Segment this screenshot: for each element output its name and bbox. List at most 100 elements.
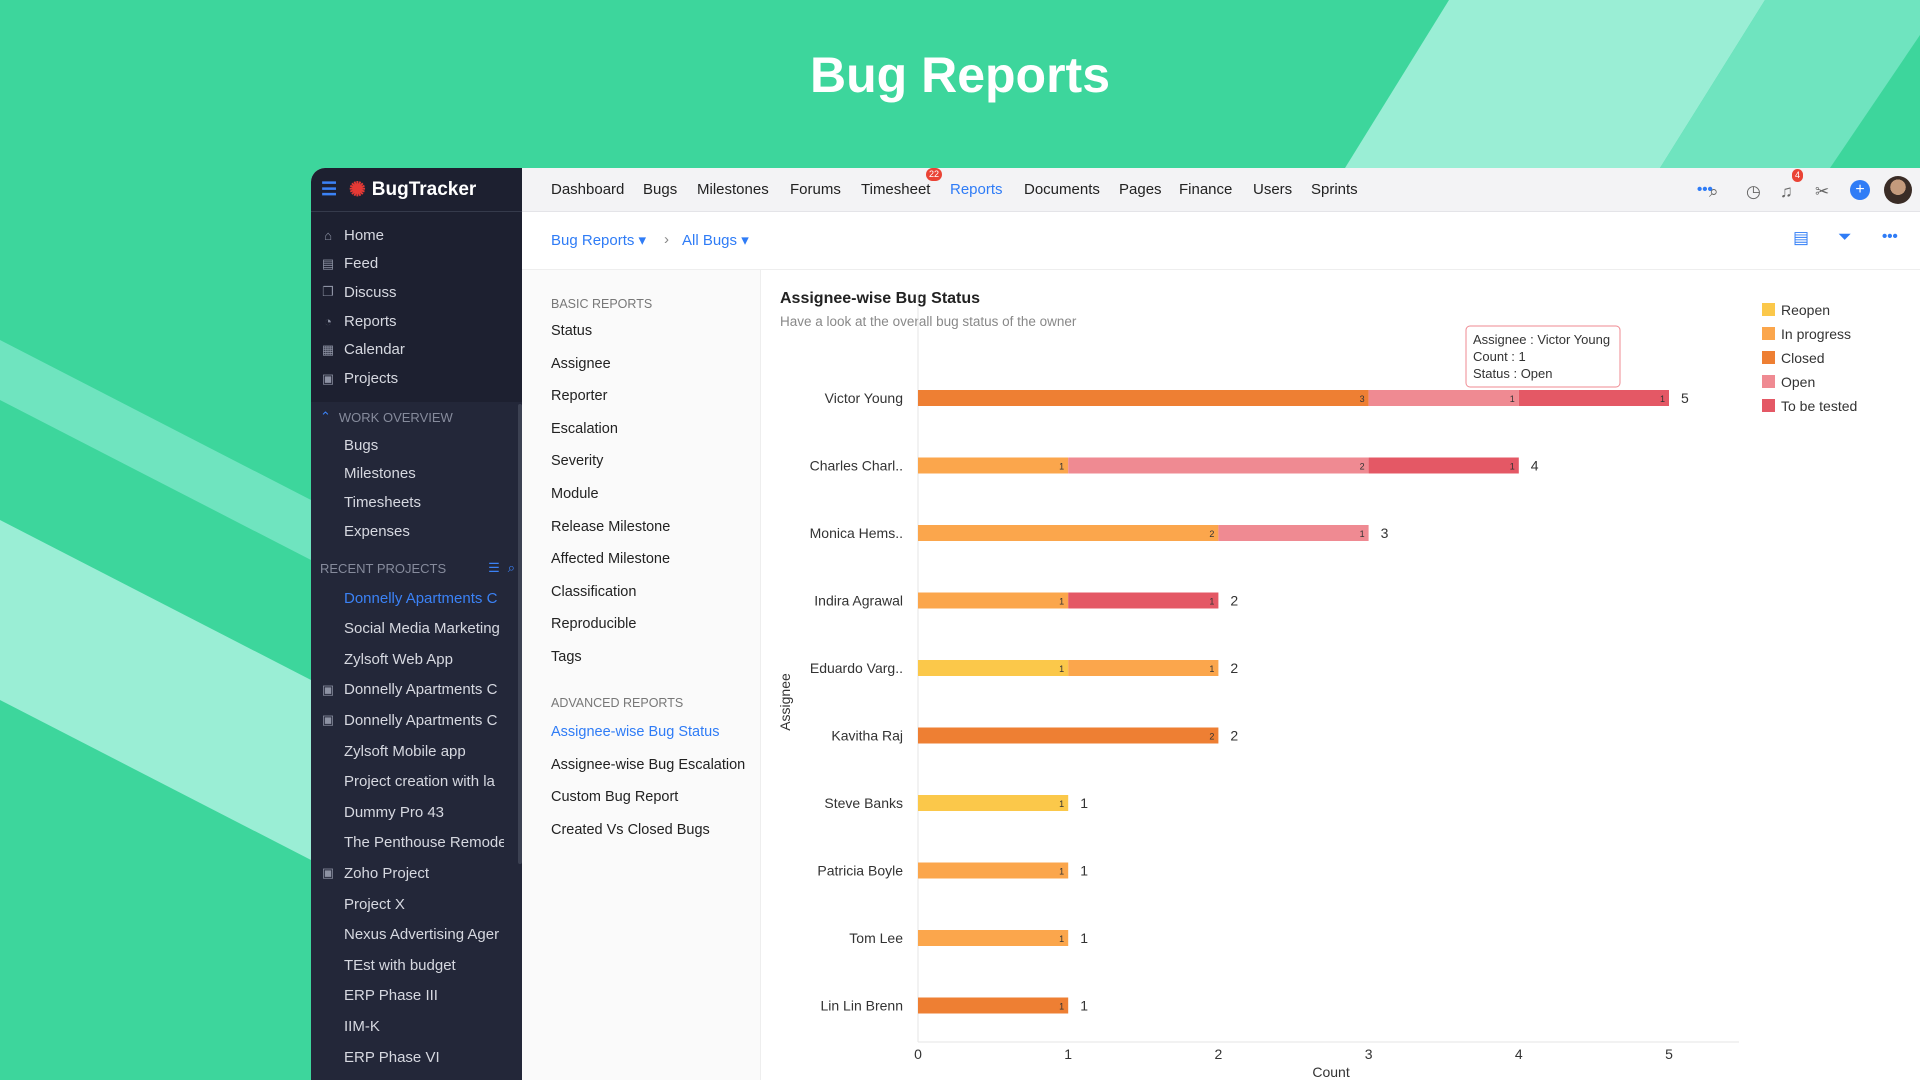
legend-item[interactable]: Open bbox=[1781, 374, 1815, 390]
sidebar-item-feed[interactable]: ▤ Feed bbox=[311, 250, 522, 278]
report-link[interactable]: Module bbox=[551, 486, 599, 502]
more-nav-button[interactable]: ••• bbox=[1697, 181, 1713, 198]
bar-segment-to-be-tested[interactable] bbox=[1518, 390, 1669, 406]
bar-segment-to-be-tested[interactable] bbox=[1068, 592, 1219, 609]
recent-project-item[interactable]: IIM-K bbox=[311, 1012, 522, 1040]
bar-segment-in-progress[interactable] bbox=[918, 457, 1069, 474]
report-link[interactable]: Escalation bbox=[551, 420, 618, 437]
legend-item[interactable]: Reopen bbox=[1781, 302, 1830, 318]
report-link[interactable]: Severity bbox=[551, 453, 604, 470]
search-icon[interactable]: ⌕ bbox=[1709, 182, 1719, 201]
project-label: IIM-K bbox=[344, 1017, 380, 1035]
recent-project-item[interactable]: Dummy Pro 43 bbox=[311, 798, 522, 826]
bar-segment-open[interactable] bbox=[1068, 457, 1369, 474]
report-link[interactable]: Reporter bbox=[551, 388, 608, 405]
sidebar-item-discuss[interactable]: ❐ Discuss bbox=[311, 278, 522, 306]
item-label: Bugs bbox=[344, 436, 379, 454]
report-link[interactable]: Assignee-wise Bug Status bbox=[551, 724, 720, 740]
report-link[interactable]: Release Milestone bbox=[551, 518, 671, 535]
report-link[interactable]: Assignee-wise Bug Escalation bbox=[551, 756, 746, 773]
bug-logo-icon: ✺ bbox=[349, 179, 366, 201]
work-overview-item[interactable]: Expenses bbox=[311, 517, 522, 545]
sidebar-scrollbar[interactable] bbox=[518, 404, 522, 864]
bar-segment-in-progress[interactable] bbox=[1068, 660, 1219, 676]
breadcrumb-bug-reports[interactable]: Bug Reports ▾ bbox=[551, 232, 647, 249]
sidebar-item-reports[interactable]: ◔ Reports bbox=[311, 307, 522, 335]
bar-segment-reopen[interactable] bbox=[918, 660, 1069, 676]
recent-project-item[interactable]: ERP Phase III bbox=[311, 982, 522, 1010]
recent-project-item[interactable]: ▣ Donnelly Apartments C bbox=[311, 706, 522, 734]
tab-milestones[interactable]: Milestones bbox=[697, 181, 769, 198]
bar-segment-closed[interactable] bbox=[918, 997, 1069, 1014]
tab-forums[interactable]: Forums bbox=[790, 181, 841, 198]
tab-timesheet[interactable]: Timesheet bbox=[861, 181, 931, 198]
bar-segment-in-progress[interactable] bbox=[918, 525, 1219, 541]
report-link[interactable]: Tags bbox=[551, 649, 582, 665]
recent-project-item[interactable]: Donnelly Apartments C bbox=[311, 584, 522, 612]
settings-sliders-icon[interactable]: ☰ bbox=[488, 560, 500, 575]
recent-project-item[interactable]: ▣ Zoho Project bbox=[311, 859, 522, 887]
chart-type-icon[interactable]: ▤ bbox=[1793, 228, 1810, 247]
avatar[interactable] bbox=[1884, 176, 1912, 204]
tab-sprints[interactable]: Sprints bbox=[1311, 181, 1358, 198]
sidebar-item-calendar[interactable]: ▦ Calendar bbox=[311, 336, 522, 364]
report-link[interactable]: Custom Bug Report bbox=[551, 789, 679, 806]
segment-label: 1 bbox=[1059, 1002, 1064, 1012]
bar-segment-closed[interactable] bbox=[918, 727, 1219, 744]
filter-icon[interactable]: ⏷ bbox=[1838, 227, 1852, 246]
bar-segment-in-progress[interactable] bbox=[918, 592, 1069, 609]
recent-project-item[interactable]: ERP Phase VI bbox=[311, 1043, 522, 1071]
report-link[interactable]: Assignee bbox=[551, 355, 611, 372]
legend-item[interactable]: To be tested bbox=[1781, 398, 1857, 414]
bar-segment-reopen[interactable] bbox=[918, 795, 1069, 811]
recent-project-item[interactable]: Zylsoft Mobile app bbox=[311, 737, 522, 765]
report-link[interactable]: Status bbox=[551, 323, 593, 339]
recent-project-item[interactable]: TEst with budget bbox=[311, 951, 522, 979]
recent-project-item[interactable]: Project creation with la bbox=[311, 768, 522, 796]
tab-documents[interactable]: Documents bbox=[1024, 181, 1100, 198]
bar-segment-closed[interactable] bbox=[918, 390, 1369, 406]
more-options-icon[interactable]: ••• bbox=[1882, 228, 1898, 245]
bar-segment-to-be-tested[interactable] bbox=[1368, 457, 1519, 474]
sidebar-item-projects[interactable]: ▣ Projects bbox=[311, 365, 522, 393]
menu-icon[interactable]: ☰ bbox=[321, 179, 338, 199]
segment-label: 3 bbox=[1360, 394, 1365, 404]
tab-reports[interactable]: Reports bbox=[950, 181, 1003, 198]
search-icon[interactable]: ⌕ bbox=[507, 560, 515, 575]
legend-item[interactable]: Closed bbox=[1781, 350, 1825, 366]
bar-segment-in-progress[interactable] bbox=[918, 862, 1069, 879]
recent-project-item[interactable]: Zylsoft Web App bbox=[311, 645, 522, 673]
tab-finance[interactable]: Finance bbox=[1179, 181, 1233, 198]
recent-project-item[interactable]: Social Media Marketing bbox=[311, 615, 522, 643]
work-overview-item[interactable]: Timesheets bbox=[311, 488, 522, 516]
work-overview-item[interactable]: Bugs bbox=[311, 431, 522, 459]
recent-project-item[interactable]: ▣ Donnelly Apartments C bbox=[311, 676, 522, 704]
tab-users[interactable]: Users bbox=[1253, 181, 1293, 198]
report-link[interactable]: Created Vs Closed Bugs bbox=[551, 821, 710, 838]
add-button[interactable]: + bbox=[1850, 180, 1870, 200]
bell-icon[interactable]: ♫ bbox=[1780, 182, 1793, 201]
work-overview-item[interactable]: Milestones bbox=[311, 460, 522, 488]
bar-segment-in-progress[interactable] bbox=[918, 930, 1069, 946]
tools-icon[interactable]: ✂ bbox=[1815, 182, 1830, 201]
recent-project-item[interactable]: Nexus Advertising Ager bbox=[311, 921, 522, 949]
work-overview-header[interactable]: ⌃ WORK OVERVIEW bbox=[320, 409, 453, 425]
tab-dashboard[interactable]: Dashboard bbox=[551, 181, 625, 198]
tab-bugs[interactable]: Bugs bbox=[643, 181, 678, 198]
sidebar-item-home[interactable]: ⌂ Home bbox=[311, 221, 522, 249]
app-window: ☰ ✺ BugTracker ⌂ Home ▤ Feed ❐ Discuss ◔ Report… bbox=[311, 168, 1920, 1080]
recent-project-item[interactable]: Project X bbox=[311, 890, 522, 918]
breadcrumb-all-bugs[interactable]: All Bugs ▾ bbox=[682, 232, 749, 249]
bar-segment-open[interactable] bbox=[1368, 390, 1519, 406]
timer-icon[interactable]: ◷ bbox=[1746, 182, 1761, 201]
project-label: Zylsoft Mobile app bbox=[344, 742, 466, 760]
report-link[interactable]: Affected Milestone bbox=[551, 551, 671, 568]
recent-project-item[interactable]: The Penthouse Remode bbox=[311, 829, 522, 857]
tab-pages[interactable]: Pages bbox=[1119, 181, 1162, 198]
legend-item[interactable]: In progress bbox=[1781, 326, 1851, 342]
report-link[interactable]: Classification bbox=[551, 583, 637, 600]
project-icon: ▣ bbox=[321, 865, 335, 881]
report-link[interactable]: Reproducible bbox=[551, 616, 637, 633]
bar-segment-open[interactable] bbox=[1218, 525, 1369, 541]
total-label: 1 bbox=[1080, 795, 1088, 811]
